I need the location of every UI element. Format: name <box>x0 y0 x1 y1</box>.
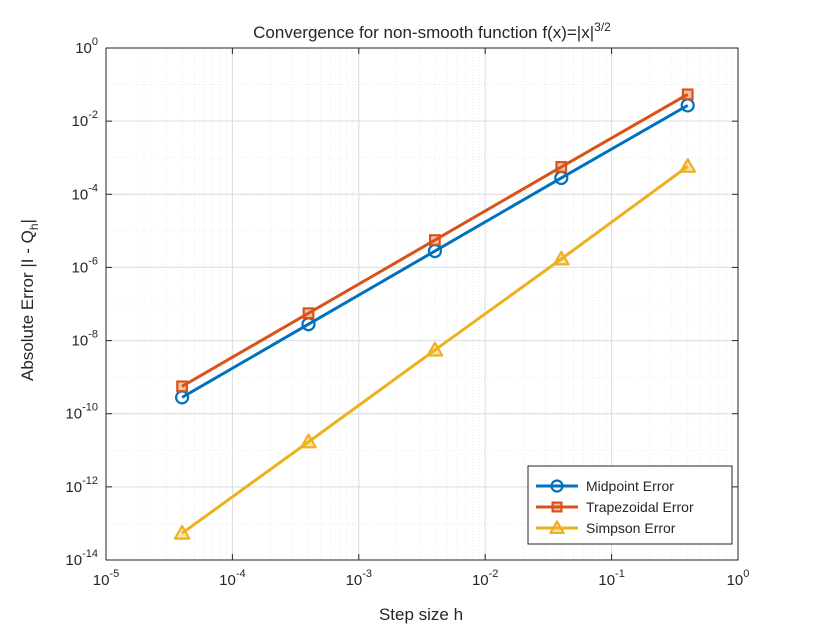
y-tick-label: 10-2 <box>72 109 98 130</box>
x-tick-label: 10-4 <box>219 568 245 589</box>
y-tick-label: 10-8 <box>72 329 98 350</box>
y-tick-label: 10-14 <box>65 548 98 569</box>
chart-title-main: Convergence for non-smooth function f(x)… <box>253 23 594 42</box>
y-tick-label: 100 <box>75 36 98 57</box>
y-tick-label: 10-10 <box>65 402 98 423</box>
simpson-error-series <box>173 158 697 540</box>
simpson-error-point <box>173 524 191 540</box>
y-axis-label-suffix: | <box>18 219 37 223</box>
legend-swatch-marker <box>551 501 563 513</box>
y-tick-label: 10-6 <box>72 255 98 276</box>
legend-label: Trapezoidal Error <box>586 499 694 515</box>
legend: Midpoint Error Trapezoidal Error Simpson E… <box>527 465 733 545</box>
y-axis-label-subscript: h <box>27 223 41 230</box>
axis-ticks <box>105 47 739 561</box>
trapezoidal-error-point <box>429 234 441 246</box>
x-axis-label: Step size h <box>379 605 463 624</box>
x-tick-label: 100 <box>727 568 750 589</box>
y-tick-labels: 10-14 10-12 10-10 10-8 10-6 10-4 10-2 100 <box>65 36 98 569</box>
y-tick-label: 10-12 <box>65 475 98 496</box>
midpoint-error-line <box>181 104 689 399</box>
simpson-error-point <box>553 250 570 266</box>
legend-swatch-marker <box>549 520 565 535</box>
trapezoidal-error-series <box>176 88 694 393</box>
trapezoidal-error-point <box>681 88 694 101</box>
x-tick-label: 10-3 <box>346 568 372 589</box>
legend-item-simpson-error: Simpson Error <box>536 520 676 536</box>
legend-swatch-marker <box>550 479 564 493</box>
series <box>173 88 697 540</box>
plot-area <box>105 47 739 561</box>
legend-label: Midpoint Error <box>586 478 674 494</box>
simpson-error-point <box>300 433 317 449</box>
trapezoidal-error-point <box>176 380 189 393</box>
legend-item-trapezoidal-error: Trapezoidal Error <box>536 499 694 515</box>
legend-label: Simpson Error <box>586 520 676 536</box>
x-tick-label: 10-1 <box>598 568 624 589</box>
simpson-error-point <box>679 158 697 173</box>
x-tick-label: 10-5 <box>93 568 119 589</box>
chart-title-exponent: 3/2 <box>594 20 611 34</box>
trapezoidal-error-point <box>555 161 568 173</box>
trapezoidal-error-point <box>302 307 315 320</box>
y-axis-label: Absolute Error |I - Qh| <box>18 219 41 381</box>
simpson-error-point <box>426 341 444 357</box>
y-tick-label: 10-4 <box>72 182 98 203</box>
legend-item-midpoint-error: Midpoint Error <box>536 478 674 494</box>
x-tick-label: 10-2 <box>472 568 498 589</box>
chart-title: Convergence for non-smooth function f(x)… <box>253 20 611 42</box>
x-tick-labels: 10-5 10-4 10-3 10-2 10-1 100 <box>93 568 750 589</box>
y-axis-label-main: Absolute Error |I - Q <box>18 230 37 381</box>
simpson-error-line <box>181 165 689 535</box>
trapezoidal-error-line <box>181 93 689 388</box>
